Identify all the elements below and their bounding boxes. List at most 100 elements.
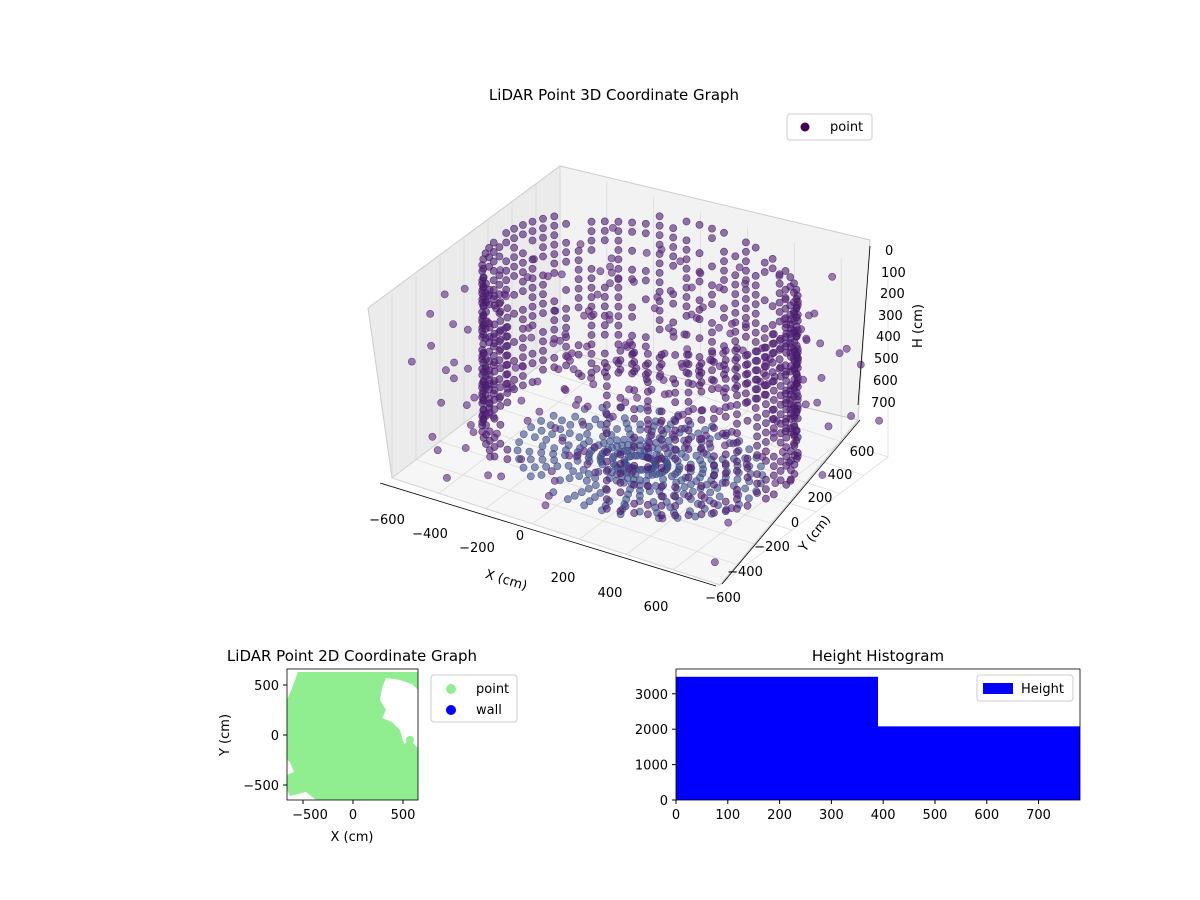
point-marker	[528, 283, 537, 292]
point-marker	[490, 358, 499, 366]
point-marker	[539, 280, 547, 289]
histogram-x-tick: 700	[1026, 808, 1051, 823]
point-marker	[510, 243, 518, 252]
point-marker	[681, 453, 690, 461]
point-marker	[636, 425, 645, 434]
point-marker	[644, 349, 652, 358]
point-marker	[426, 309, 435, 318]
point-marker	[644, 378, 652, 387]
point-marker	[503, 313, 512, 322]
point-marker	[550, 476, 559, 485]
point-marker	[574, 303, 583, 312]
point-marker	[550, 259, 559, 268]
point-marker	[647, 431, 656, 440]
point-marker	[442, 473, 451, 482]
point-marker	[733, 475, 742, 484]
point-marker	[503, 341, 512, 350]
point-marker	[721, 393, 730, 402]
point-marker	[769, 490, 778, 499]
plot-2d-x-label: X (cm)	[331, 830, 374, 845]
point-marker	[782, 424, 791, 433]
point-marker	[503, 379, 512, 388]
point-marker	[684, 473, 693, 482]
point-marker	[562, 323, 570, 332]
z-tick-label: 100	[881, 266, 906, 281]
point-marker	[731, 290, 740, 298]
point-marker	[653, 293, 662, 302]
point-marker	[530, 463, 539, 472]
point-marker	[519, 221, 527, 229]
point-marker	[528, 255, 537, 264]
point-marker	[539, 233, 547, 242]
point-marker	[705, 439, 714, 448]
point-marker	[502, 238, 511, 247]
point-marker	[781, 267, 790, 275]
point-marker	[655, 221, 664, 230]
point-marker	[490, 329, 499, 338]
point-marker	[657, 454, 666, 463]
point-marker	[641, 276, 650, 285]
point-marker	[753, 413, 761, 422]
point-marker	[776, 419, 785, 428]
point-marker	[537, 426, 546, 435]
point-marker	[760, 296, 769, 305]
point-marker	[697, 415, 706, 424]
point-marker	[743, 473, 752, 482]
point-marker	[469, 428, 478, 436]
point-marker	[519, 287, 527, 295]
point-marker	[644, 500, 652, 509]
point-marker	[580, 447, 588, 456]
point-marker	[682, 217, 691, 226]
point-marker	[721, 412, 730, 421]
plot-2d-y-tick: −500	[243, 779, 279, 794]
point-marker	[614, 217, 623, 226]
point-marker	[655, 231, 664, 239]
point-marker	[731, 280, 740, 289]
point-marker	[760, 324, 769, 333]
point-marker	[731, 337, 740, 346]
point-marker	[587, 331, 596, 339]
point-marker	[483, 317, 492, 326]
point-marker	[710, 480, 718, 489]
legend-2d-label-wall: wall	[476, 703, 502, 718]
point-marker	[486, 452, 494, 461]
point-marker	[510, 356, 518, 365]
point-marker	[721, 374, 730, 383]
point-marker	[490, 320, 499, 329]
point-marker	[502, 276, 511, 285]
point-marker	[782, 339, 791, 348]
point-marker	[503, 370, 512, 378]
grid-line	[438, 365, 608, 494]
point-marker	[577, 488, 586, 497]
x-tick-label: −200	[459, 541, 495, 556]
point-marker	[708, 281, 716, 290]
point-marker	[666, 286, 675, 295]
legend-3d-box	[786, 113, 873, 141]
legend-histogram-swatch	[983, 683, 1013, 694]
point-marker	[554, 365, 563, 374]
point-marker	[616, 478, 625, 487]
point-marker	[519, 258, 527, 267]
point-marker	[548, 430, 556, 438]
point-marker	[628, 331, 636, 340]
point-marker	[721, 384, 730, 393]
point-marker	[708, 290, 716, 299]
point-marker	[816, 339, 825, 348]
point-marker	[562, 342, 570, 351]
point-marker	[550, 297, 559, 306]
point-marker	[502, 285, 511, 294]
point-marker	[496, 298, 505, 306]
point-marker	[700, 493, 709, 502]
point-marker	[550, 240, 559, 249]
point-marker	[769, 339, 778, 348]
point-marker	[490, 395, 499, 404]
point-marker	[760, 268, 769, 276]
point-marker	[510, 309, 518, 318]
point-marker	[708, 337, 716, 346]
point-marker	[668, 430, 677, 439]
x-ticks-3d: −600 −400 −200 0 200 400 600	[369, 513, 668, 615]
point-marker	[587, 368, 596, 377]
point-marker	[449, 320, 457, 328]
point-marker	[482, 279, 490, 288]
point-marker	[751, 271, 760, 280]
